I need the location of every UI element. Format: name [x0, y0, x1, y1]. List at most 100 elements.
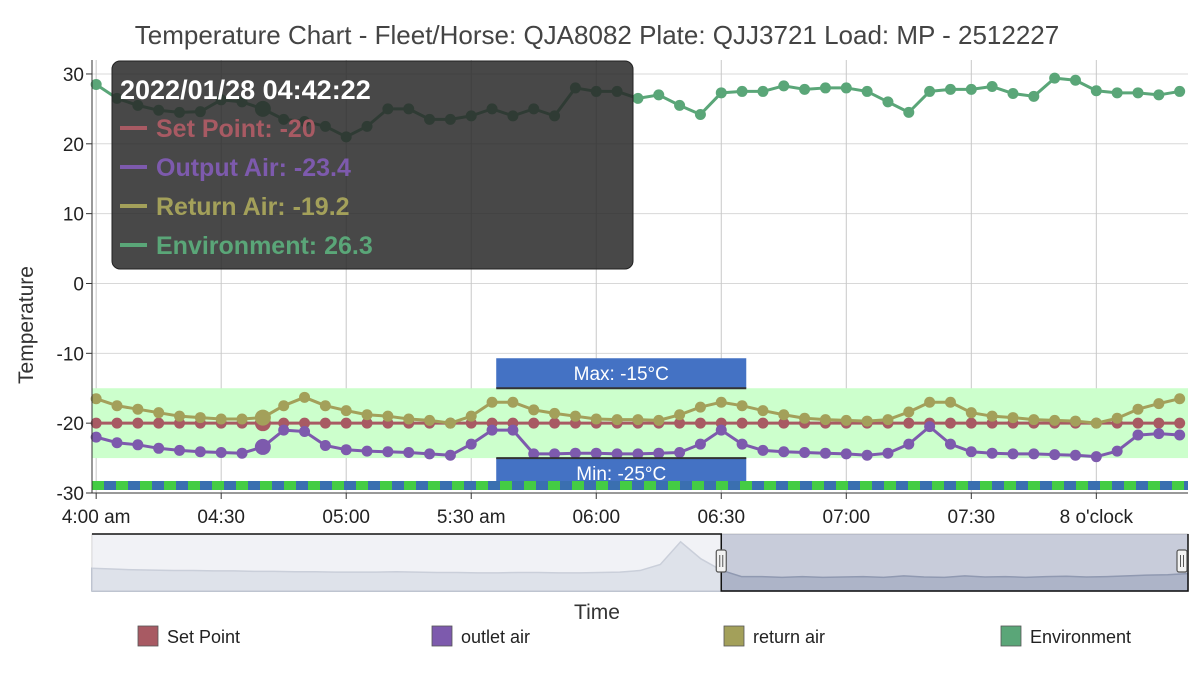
data-point[interactable]	[1028, 448, 1040, 460]
data-point[interactable]	[944, 396, 956, 408]
data-point[interactable]	[757, 405, 769, 417]
data-point[interactable]	[1111, 412, 1123, 424]
data-point[interactable]	[1111, 87, 1123, 99]
data-point[interactable]	[153, 417, 165, 429]
data-point[interactable]	[361, 417, 373, 429]
data-point[interactable]	[111, 417, 123, 429]
data-point[interactable]	[299, 417, 311, 429]
data-point[interactable]	[194, 446, 206, 458]
legend-item-outlet-air[interactable]: outlet air	[431, 625, 530, 647]
data-point[interactable]	[1007, 88, 1019, 100]
data-point[interactable]	[215, 413, 227, 425]
data-point[interactable]	[632, 92, 644, 104]
data-point[interactable]	[444, 449, 456, 461]
data-point[interactable]	[1049, 414, 1061, 426]
data-point[interactable]	[903, 106, 915, 118]
data-point[interactable]	[903, 438, 915, 450]
data-point[interactable]	[403, 413, 415, 425]
data-point[interactable]	[840, 414, 852, 426]
data-point[interactable]	[1090, 85, 1102, 97]
data-point[interactable]	[736, 85, 748, 97]
data-point[interactable]	[944, 438, 956, 450]
data-point[interactable]	[861, 415, 873, 427]
data-point[interactable]	[653, 89, 665, 101]
data-point[interactable]	[444, 417, 456, 429]
data-point[interactable]	[590, 413, 602, 425]
data-point[interactable]	[1153, 428, 1165, 440]
data-point[interactable]	[903, 406, 915, 418]
data-point[interactable]	[965, 83, 977, 95]
data-point[interactable]	[528, 448, 540, 460]
navigator-selection[interactable]	[721, 534, 1188, 591]
data-point[interactable]	[653, 414, 665, 426]
data-point[interactable]	[819, 447, 831, 459]
data-point[interactable]	[465, 410, 477, 422]
series-layer[interactable]	[90, 72, 1186, 463]
data-point[interactable]	[632, 414, 644, 426]
data-point[interactable]	[507, 396, 519, 408]
data-point[interactable]	[882, 96, 894, 108]
data-point[interactable]	[944, 417, 956, 429]
navigator-handle-left[interactable]	[715, 549, 727, 573]
data-point[interactable]	[111, 437, 123, 449]
data-point[interactable]	[1069, 415, 1081, 427]
data-point[interactable]	[549, 407, 561, 419]
data-point[interactable]	[715, 87, 727, 99]
data-point[interactable]	[569, 447, 581, 459]
data-point[interactable]	[1069, 449, 1081, 461]
data-point[interactable]	[694, 401, 706, 413]
data-point[interactable]	[965, 407, 977, 419]
data-point[interactable]	[174, 444, 186, 456]
data-point[interactable]	[1090, 417, 1102, 429]
navigator-handle-right[interactable]	[1176, 549, 1188, 573]
data-point[interactable]	[611, 414, 623, 426]
data-point[interactable]	[361, 445, 373, 457]
data-point[interactable]	[90, 393, 102, 405]
data-point[interactable]	[590, 447, 602, 459]
handle-grip[interactable]	[715, 549, 727, 573]
data-point[interactable]	[1049, 72, 1061, 84]
data-point[interactable]	[674, 409, 686, 421]
data-point[interactable]	[736, 438, 748, 450]
data-point[interactable]	[799, 83, 811, 95]
data-point[interactable]	[1174, 417, 1186, 429]
data-point[interactable]	[694, 108, 706, 120]
data-point[interactable]	[1132, 429, 1144, 441]
data-point[interactable]	[132, 417, 144, 429]
data-point[interactable]	[944, 83, 956, 95]
data-point[interactable]	[819, 82, 831, 94]
data-point[interactable]	[611, 448, 623, 460]
data-point[interactable]	[1028, 414, 1040, 426]
data-point[interactable]	[528, 404, 540, 416]
handle-grip[interactable]	[1176, 549, 1188, 573]
data-point[interactable]	[986, 81, 998, 93]
data-point[interactable]	[236, 413, 248, 425]
data-point[interactable]	[1090, 451, 1102, 463]
data-point[interactable]	[132, 403, 144, 415]
data-point[interactable]	[1069, 74, 1081, 86]
data-point[interactable]	[694, 417, 706, 429]
data-point[interactable]	[340, 417, 352, 429]
data-point[interactable]	[653, 447, 665, 459]
data-point[interactable]	[153, 407, 165, 419]
data-point[interactable]	[174, 410, 186, 422]
data-point[interactable]	[215, 446, 227, 458]
data-point[interactable]	[1153, 398, 1165, 410]
data-point[interactable]	[424, 448, 436, 460]
data-point[interactable]	[278, 400, 290, 412]
data-point[interactable]	[1153, 89, 1165, 101]
data-point[interactable]	[90, 78, 102, 90]
data-point[interactable]	[194, 412, 206, 424]
data-point[interactable]	[924, 85, 936, 97]
data-point[interactable]	[465, 438, 477, 450]
data-point[interactable]	[903, 417, 915, 429]
data-point[interactable]	[757, 85, 769, 97]
data-point[interactable]	[778, 417, 790, 429]
data-point[interactable]	[111, 400, 123, 412]
data-point[interactable]	[736, 417, 748, 429]
data-point[interactable]	[153, 442, 165, 454]
data-point[interactable]	[1132, 417, 1144, 429]
data-point[interactable]	[319, 440, 331, 452]
data-point[interactable]	[340, 444, 352, 456]
data-point[interactable]	[882, 414, 894, 426]
